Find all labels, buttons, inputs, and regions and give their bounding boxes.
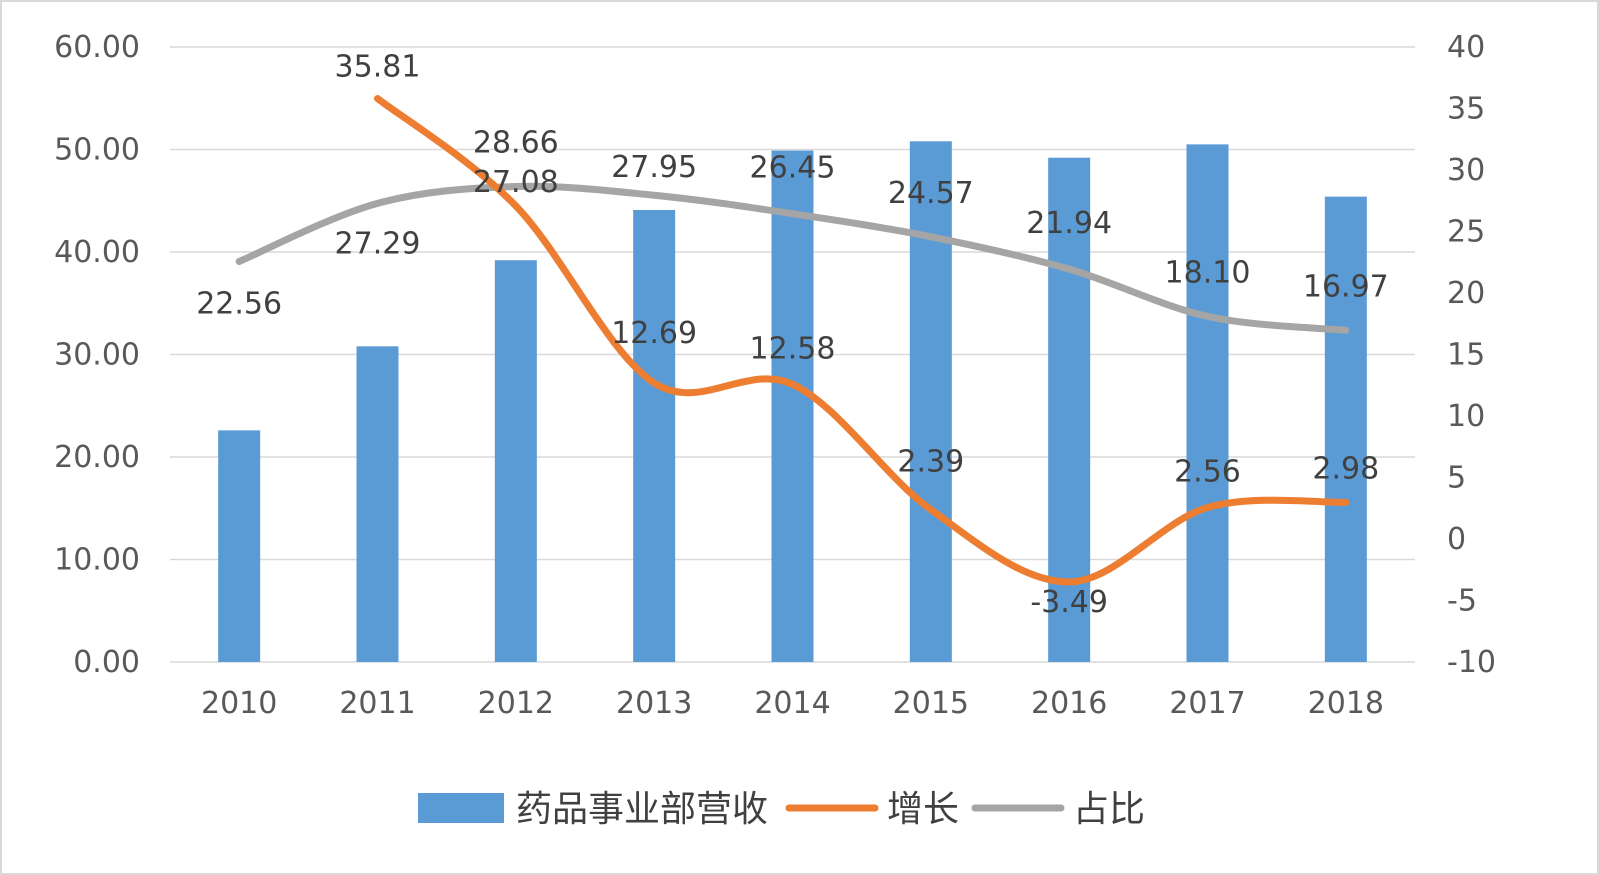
- bar: [494, 260, 537, 662]
- growth-data-label: 2.56: [1174, 455, 1241, 490]
- bar: [1324, 196, 1367, 662]
- growth-data-label: 2.39: [897, 445, 964, 480]
- x-tick-label: 2015: [893, 686, 969, 721]
- share-data-label: 22.56: [196, 287, 282, 322]
- line-series: [235, 95, 1350, 586]
- y-right-tick-label: 15: [1447, 338, 1485, 373]
- bar: [771, 150, 814, 662]
- y-left-tick-label: 20.00: [54, 440, 140, 475]
- axes: 0.00 10.00 20.00 30.00 40.00 50.00 60.00 -10 -5 0…: [54, 30, 1496, 721]
- legend-swatch-bar: [418, 793, 504, 823]
- y-right-tick-label: 25: [1447, 215, 1485, 250]
- x-tick-label: 2013: [616, 686, 692, 721]
- growth-data-label: 12.58: [750, 331, 836, 366]
- growth-data-label: 2.98: [1312, 451, 1379, 486]
- growth-data-label: 27.08: [473, 165, 559, 200]
- legend-label: 增长: [887, 789, 959, 830]
- x-tick-label: 2017: [1169, 686, 1245, 721]
- x-tick-label: 2012: [478, 686, 554, 721]
- x-tick-label: 2018: [1308, 686, 1384, 721]
- growth-line: [374, 95, 1350, 586]
- y-right-tick-label: 5: [1447, 461, 1466, 496]
- y-right-tick-label: -5: [1447, 584, 1477, 619]
- y-right-tick-label: -10: [1447, 645, 1496, 680]
- share-data-label: 24.57: [888, 176, 974, 211]
- y-left-tick-label: 40.00: [54, 235, 140, 270]
- y-right-tick-label: 35: [1447, 92, 1485, 127]
- legend-label: 药品事业部营收: [516, 789, 768, 830]
- share-data-label: 27.29: [335, 226, 421, 261]
- bar: [218, 430, 261, 662]
- y-left-tick-label: 0.00: [73, 645, 140, 680]
- y-right-tick-label: 0: [1447, 522, 1466, 557]
- y-right-tick-label: 20: [1447, 276, 1485, 311]
- y-right-tick-label: 30: [1447, 153, 1485, 188]
- share-data-label: 27.95: [611, 150, 697, 185]
- share-data-label: 18.10: [1165, 255, 1251, 290]
- share-data-label: 21.94: [1026, 206, 1112, 241]
- data-labels: 35.81 27.08 12.69 12.58 2.39 -3.49 2.56 2.98 22.…: [196, 50, 1389, 620]
- legend-label: 占比: [1073, 789, 1145, 830]
- growth-data-label: 12.69: [611, 316, 697, 351]
- bar-series: [218, 141, 1367, 663]
- bar: [909, 141, 952, 663]
- share-data-label: 26.45: [750, 151, 836, 186]
- y-left-tick-label: 10.00: [54, 543, 140, 578]
- y-left-tick-label: 30.00: [54, 338, 140, 373]
- share-data-label: 28.66: [473, 125, 559, 160]
- x-tick-label: 2014: [754, 686, 830, 721]
- y-right-tick-label: 40: [1447, 30, 1485, 65]
- x-tick-label: 2016: [1031, 686, 1107, 721]
- bar: [356, 346, 399, 662]
- x-tick-label: 2011: [339, 686, 415, 721]
- x-tick-label: 2010: [201, 686, 277, 721]
- y-left-tick-label: 50.00: [54, 133, 140, 168]
- growth-data-label: -3.49: [1030, 585, 1108, 620]
- growth-data-label: 35.81: [335, 50, 421, 85]
- share-line: [235, 182, 1350, 334]
- y-right-tick-label: 10: [1447, 399, 1485, 434]
- legend: 药品事业部营收 增长 占比: [418, 789, 1145, 830]
- bar: [633, 209, 676, 662]
- bar: [1186, 144, 1229, 662]
- share-data-label: 16.97: [1303, 269, 1389, 304]
- y-left-tick-label: 60.00: [54, 30, 140, 65]
